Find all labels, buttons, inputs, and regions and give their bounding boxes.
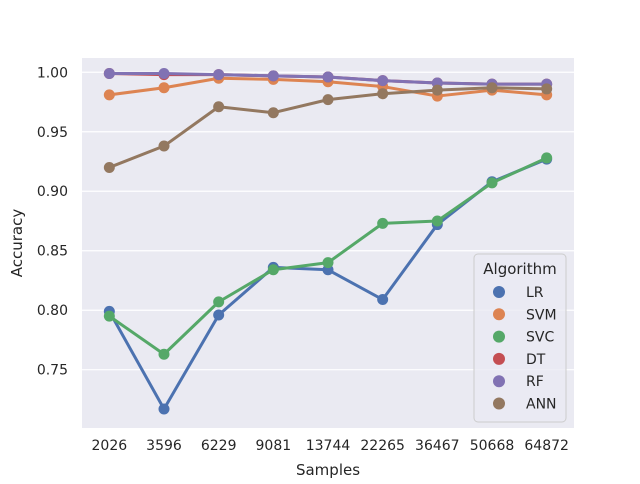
data-point-lr [377,294,389,306]
data-point-svc [213,296,225,308]
data-point-svc [322,257,334,269]
legend-item-ann: ANN [493,397,557,413]
x-tick-labels: 2026 3596 6229 9081 13744 22265 36467 50668 6487… [92,438,569,454]
x-tick-label: 13744 [306,438,351,454]
x-axis-label: Samples [296,461,360,479]
data-point-ann [377,88,389,100]
series-svc [103,152,553,360]
legend-title: Algorithm [483,260,556,278]
data-point-ann [158,140,170,152]
legend-item-rf: RF [493,374,544,390]
data-point-svc [431,215,443,227]
series-ann [103,82,553,173]
data-point-rf [158,67,170,79]
data-point-svc [267,264,279,276]
x-tick-label: 6229 [201,438,237,454]
legend-label-lr: LR [526,285,544,301]
legend-item-lr: LR [493,285,544,301]
x-tick-label: 36467 [415,438,460,454]
legend-marker-dt [493,352,505,365]
y-axis-label: Accuracy [8,209,26,278]
y-tick-label: 0.95 [37,125,68,141]
x-tick-label: 9081 [256,438,292,454]
x-tick-label: 64872 [524,438,569,454]
data-point-ann [486,82,498,94]
x-tick-label: 2026 [92,438,128,454]
legend-marker-lr [493,286,505,298]
y-tick-labels: 0.75 0.80 0.85 0.90 0.95 1.00 [37,65,68,378]
y-tick-label: 0.80 [37,303,68,319]
legend-marker-rf [493,375,505,388]
data-point-rf [267,70,279,82]
data-point-ann [431,84,443,96]
data-point-lr [213,309,225,321]
legend-marker-svm [493,308,505,321]
data-point-ann [267,107,279,119]
data-point-rf [213,69,225,81]
legend-label-ann: ANN [526,397,557,413]
y-tick-label: 0.75 [37,363,68,379]
data-point-ann [103,161,115,173]
data-point-ann [213,101,225,113]
data-point-lr [158,403,170,415]
legend-label-svm: SVM [526,307,557,323]
data-point-ann [541,83,553,95]
data-point-svc [158,348,170,360]
data-point-svc [377,217,389,229]
legend-item-svm: SVM [493,307,557,323]
data-point-rf [377,75,389,87]
data-point-svc [103,310,115,322]
x-tick-label: 50668 [470,438,515,454]
legend-marker-ann [493,397,505,410]
data-point-rf [322,71,334,83]
data-point-svc [486,177,498,189]
series-layer [103,67,553,415]
legend-label-svc: SVC [526,330,554,346]
legend-label-rf: RF [526,374,544,390]
legend-item-dt: DT [493,352,546,368]
legend: Algorithm LR SVM SVC DT RF ANN [473,253,567,423]
data-point-rf [103,67,115,79]
legend-marker-svc [493,330,505,343]
y-tick-label: 0.90 [37,184,68,200]
legend-item-svc: SVC [493,330,554,346]
data-point-svm [158,82,170,94]
data-point-ann [322,94,334,106]
legend-label-dt: DT [526,352,546,368]
x-tick-label: 3596 [146,438,182,454]
legend-items: LR SVM SVC DT RF ANN [493,285,557,413]
x-tick-label: 22265 [360,438,405,454]
data-point-svc [541,152,553,164]
data-point-svm [103,89,115,101]
y-tick-label: 0.85 [37,244,68,260]
y-tick-label: 1.00 [37,65,68,81]
